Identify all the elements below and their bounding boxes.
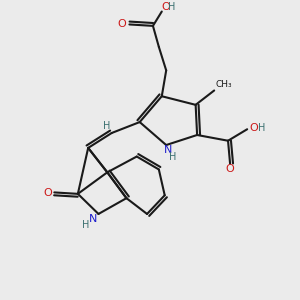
Text: H: H [168,2,176,12]
Text: O: O [226,164,235,174]
Text: O: O [118,19,126,29]
Text: CH₃: CH₃ [215,80,232,89]
Text: H: H [82,220,89,230]
Text: H: H [258,123,265,133]
Text: O: O [43,188,52,198]
Text: N: N [164,145,172,155]
Text: O: O [161,2,170,12]
Text: H: H [103,121,110,130]
Text: H: H [169,152,176,162]
Text: O: O [249,123,258,133]
Text: N: N [89,214,98,224]
